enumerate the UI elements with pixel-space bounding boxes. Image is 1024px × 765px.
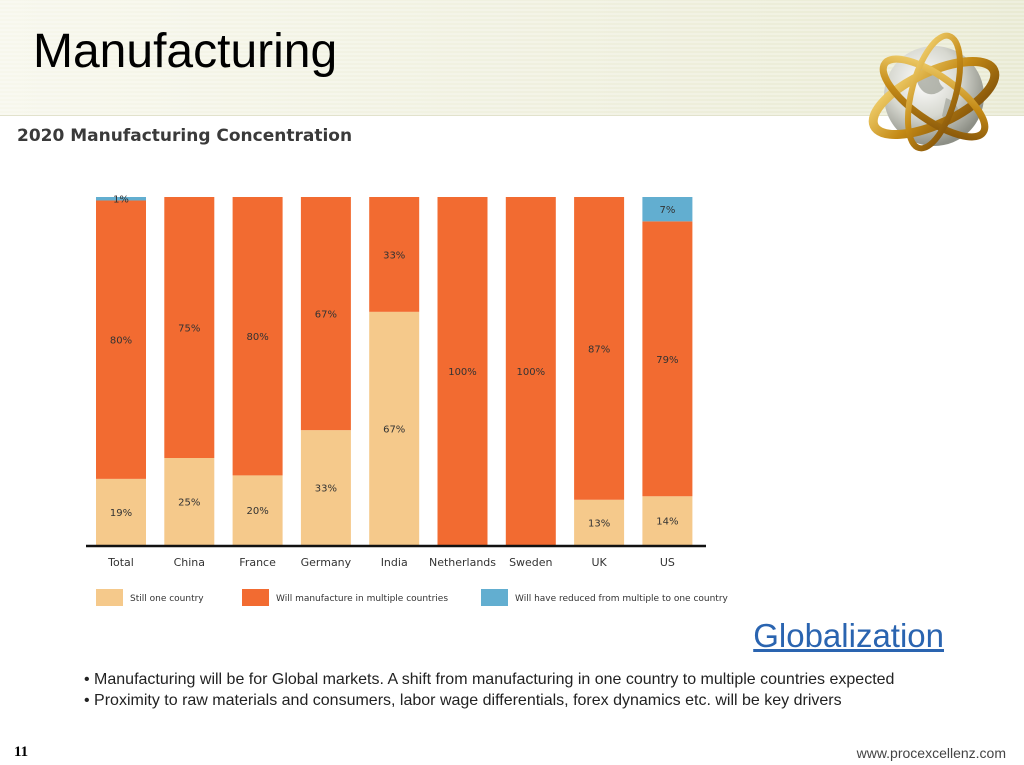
legend-label: Will have reduced from multiple to one c… xyxy=(515,594,729,604)
data-label: 80% xyxy=(110,336,132,347)
legend-swatch xyxy=(96,589,123,606)
x-tick-label: Sweden xyxy=(509,556,552,569)
data-label: 20% xyxy=(246,506,268,517)
bar-segment xyxy=(437,197,488,545)
globe-icon xyxy=(868,32,1000,152)
bar-segment xyxy=(642,221,693,497)
legend-label: Will manufacture in multiple countries xyxy=(276,594,448,604)
x-tick-label: India xyxy=(381,556,408,569)
data-label: 67% xyxy=(315,310,337,321)
data-label: 13% xyxy=(588,518,610,529)
data-label: 7% xyxy=(659,205,675,216)
bar-segment xyxy=(232,197,283,476)
data-label: 100% xyxy=(448,367,477,378)
bar-segment xyxy=(369,311,420,545)
bar-segment xyxy=(574,499,625,545)
x-tick-label: UK xyxy=(591,556,607,569)
legend-swatch xyxy=(242,589,269,606)
bar-segment xyxy=(232,475,283,545)
bar-segment xyxy=(574,197,625,500)
globalization-link[interactable]: Globalization xyxy=(753,617,944,654)
bar-segment xyxy=(300,197,351,431)
bar-segment xyxy=(96,197,146,201)
x-tick-label: Germany xyxy=(301,556,352,569)
website-url: www.procexcellenz.com xyxy=(856,745,1006,761)
legend-swatch xyxy=(481,589,508,606)
data-label: 80% xyxy=(246,332,268,343)
data-label: 19% xyxy=(110,508,132,519)
bar-segment xyxy=(300,430,351,545)
page-number: 11 xyxy=(14,744,29,760)
data-label: 79% xyxy=(656,355,678,366)
x-tick-label: Total xyxy=(107,556,134,569)
data-label: 67% xyxy=(383,424,405,435)
bar-segment xyxy=(642,197,693,222)
x-tick-label: China xyxy=(174,556,205,569)
data-label: 33% xyxy=(315,484,337,495)
slide-title: Manufacturing xyxy=(33,25,338,78)
data-label: 1% xyxy=(113,195,129,206)
data-label: 75% xyxy=(178,324,200,335)
chart-title: 2020 Manufacturing Concentration xyxy=(17,126,353,146)
legend-label: Still one country xyxy=(130,594,204,604)
bullet-item: Manufacturing will be for Global markets… xyxy=(84,669,894,690)
bar-segment xyxy=(96,478,146,545)
bullet-list: Manufacturing will be for Global markets… xyxy=(84,669,894,711)
bar-segment xyxy=(96,200,146,479)
data-label: 14% xyxy=(656,517,678,528)
header-band xyxy=(0,0,1024,116)
data-label: 100% xyxy=(517,367,546,378)
x-tick-label: US xyxy=(660,556,675,569)
bar-segment xyxy=(164,197,215,458)
bar-segment xyxy=(505,197,556,545)
bar-segment xyxy=(369,197,420,312)
bullet-item: Proximity to raw materials and consumers… xyxy=(84,690,894,711)
bar-segment xyxy=(642,496,693,545)
data-label: 33% xyxy=(383,250,405,261)
x-tick-label: France xyxy=(239,556,276,569)
bar-segment xyxy=(164,458,215,545)
data-label: 87% xyxy=(588,344,610,355)
x-tick-label: Netherlands xyxy=(429,556,496,569)
data-label: 25% xyxy=(178,498,200,509)
